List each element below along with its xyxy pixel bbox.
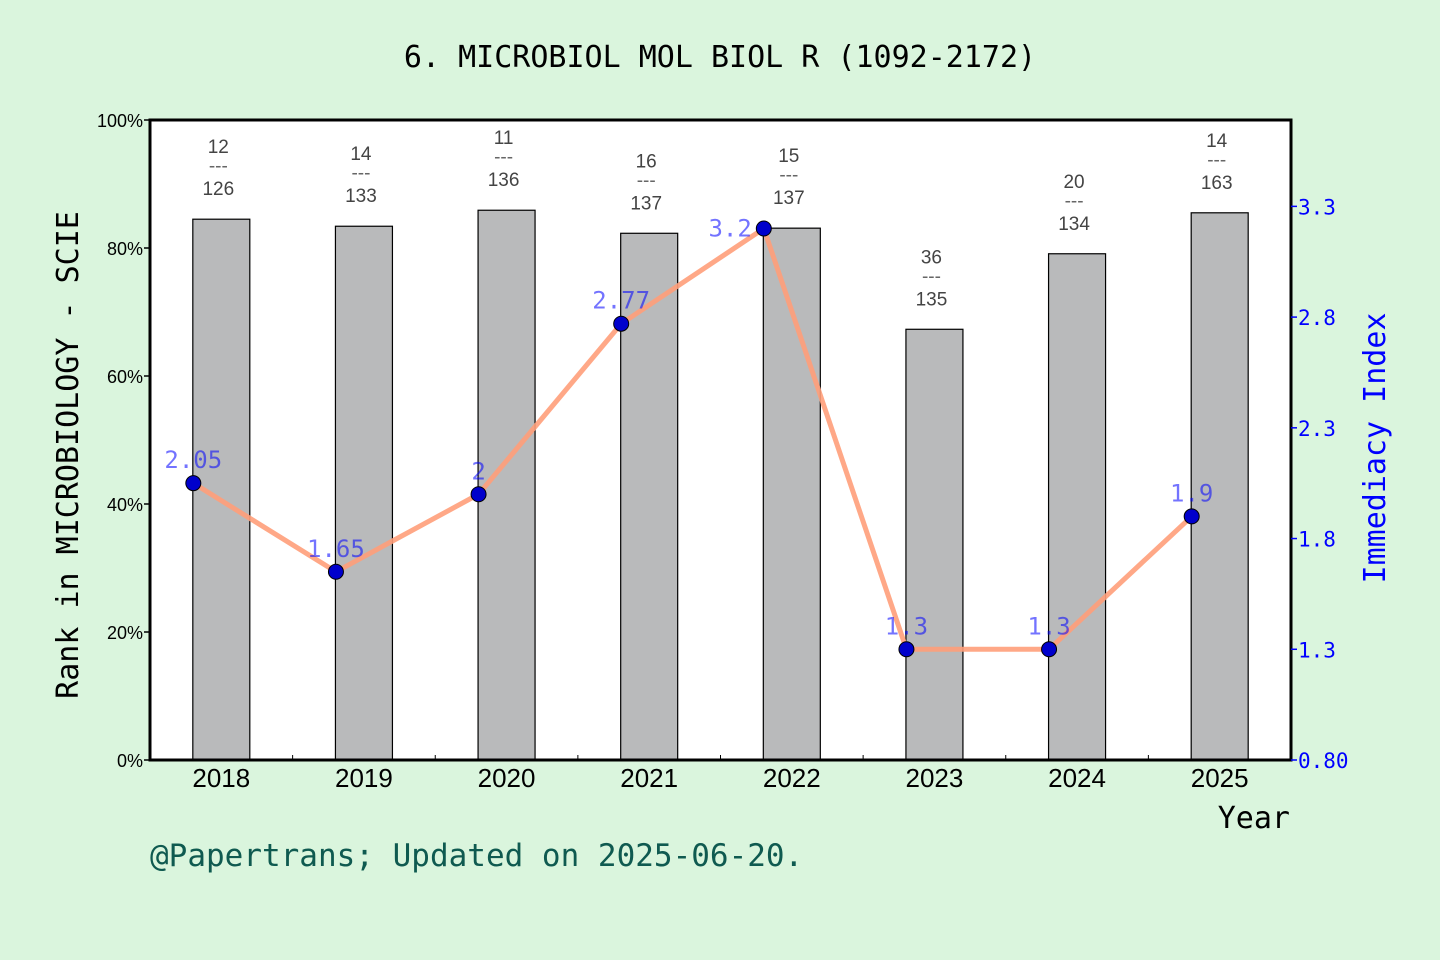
right-tick-label: 0.80 — [1298, 749, 1349, 773]
x-tick-label: 2018 — [192, 763, 250, 793]
y-tick-label: 40% — [107, 495, 143, 515]
immediacy-label: 1.3 — [885, 612, 928, 640]
bar-label-rank: 20 — [1063, 172, 1084, 193]
immediacy-line — [191, 224, 1194, 652]
bar-label-separator: --- — [209, 156, 228, 177]
bar-label-rank: 15 — [778, 146, 799, 167]
y-tick-label: 60% — [107, 367, 143, 387]
right-axis-label: Immediacy Index — [1358, 313, 1393, 584]
y-tick-label: 80% — [107, 239, 143, 259]
immediacy-point-2020 — [470, 486, 487, 503]
bar-label-separator: --- — [779, 165, 798, 186]
bar-label-separator: --- — [494, 147, 513, 168]
x-axis-label: Year — [1218, 801, 1290, 836]
immediacy-point-2019 — [327, 563, 344, 580]
bar-label-total: 137 — [630, 193, 662, 214]
bar-label-separator: --- — [922, 266, 941, 287]
right-tick-label: 2.3 — [1298, 417, 1336, 441]
immediacy-label: 2.77 — [592, 287, 650, 315]
immediacy-point-2021 — [613, 315, 630, 332]
bar-label-rank: 11 — [494, 128, 514, 149]
chart-title: 6. MICROBIOL MOL BIOL R (1092-2172) — [404, 40, 1036, 75]
immediacy-label: 2.05 — [164, 446, 222, 474]
immediacy-point-2023 — [898, 641, 915, 658]
bar-2024 — [1047, 253, 1107, 761]
bar-label-separator: --- — [1207, 150, 1226, 171]
immediacy-label: 3.2 — [708, 215, 751, 243]
immediacy-label: 1.3 — [1027, 612, 1070, 640]
x-tick-label: 2019 — [335, 763, 393, 793]
bar-label-total: 126 — [202, 179, 234, 200]
bar-label-rank: 16 — [636, 151, 657, 172]
bar-label-total: 135 — [916, 289, 948, 310]
immediacy-point-2022 — [755, 220, 772, 237]
bar-label-separator: --- — [1065, 191, 1084, 212]
x-tick-label: 2023 — [906, 763, 964, 793]
bar-label-total: 134 — [1058, 214, 1090, 235]
x-tick-label: 2021 — [620, 763, 678, 793]
bar-label-rank: 14 — [1206, 131, 1228, 152]
bar-label-rank: 36 — [921, 247, 942, 268]
bar-label-total: 136 — [488, 170, 520, 191]
bar-label-rank: 12 — [208, 137, 229, 158]
bar-label-rank: 14 — [350, 144, 372, 165]
bar-label-total: 133 — [345, 186, 377, 207]
immediacy-label: 1.9 — [1170, 479, 1213, 507]
footer-text: @Papertrans; Updated on 2025-06-20. — [150, 838, 803, 874]
immediacy-label: 2 — [471, 457, 485, 485]
immediacy-point-2024 — [1041, 641, 1058, 658]
x-tick-label: 2020 — [478, 763, 536, 793]
bar-2023 — [905, 328, 964, 761]
x-tick-label: 2024 — [1048, 763, 1106, 793]
right-tick-label: 1.8 — [1298, 528, 1336, 552]
immediacy-point-2018 — [185, 475, 202, 492]
bar-label-total: 137 — [773, 188, 805, 209]
y-axis-label: Rank in MICROBIOLOGY - SCIE — [51, 211, 86, 699]
bar-label-separator: --- — [351, 163, 370, 184]
y-tick-label: 20% — [107, 623, 143, 643]
right-tick-label: 3.3 — [1298, 195, 1336, 219]
bar-2021 — [620, 232, 679, 761]
right-tick-label: 1.3 — [1298, 638, 1336, 662]
right-tick-label: 2.8 — [1298, 306, 1336, 330]
immediacy-label: 1.65 — [307, 535, 365, 563]
bar-label-separator: --- — [637, 170, 656, 191]
x-tick-label: 2025 — [1191, 763, 1249, 793]
y-tick-label: 0% — [117, 751, 143, 771]
x-tick-label: 2022 — [763, 763, 821, 793]
immediacy-point-2025 — [1183, 508, 1200, 525]
bar-label-total: 163 — [1201, 173, 1233, 194]
bar-2019 — [334, 225, 394, 761]
y-tick-label: 100% — [97, 111, 143, 131]
